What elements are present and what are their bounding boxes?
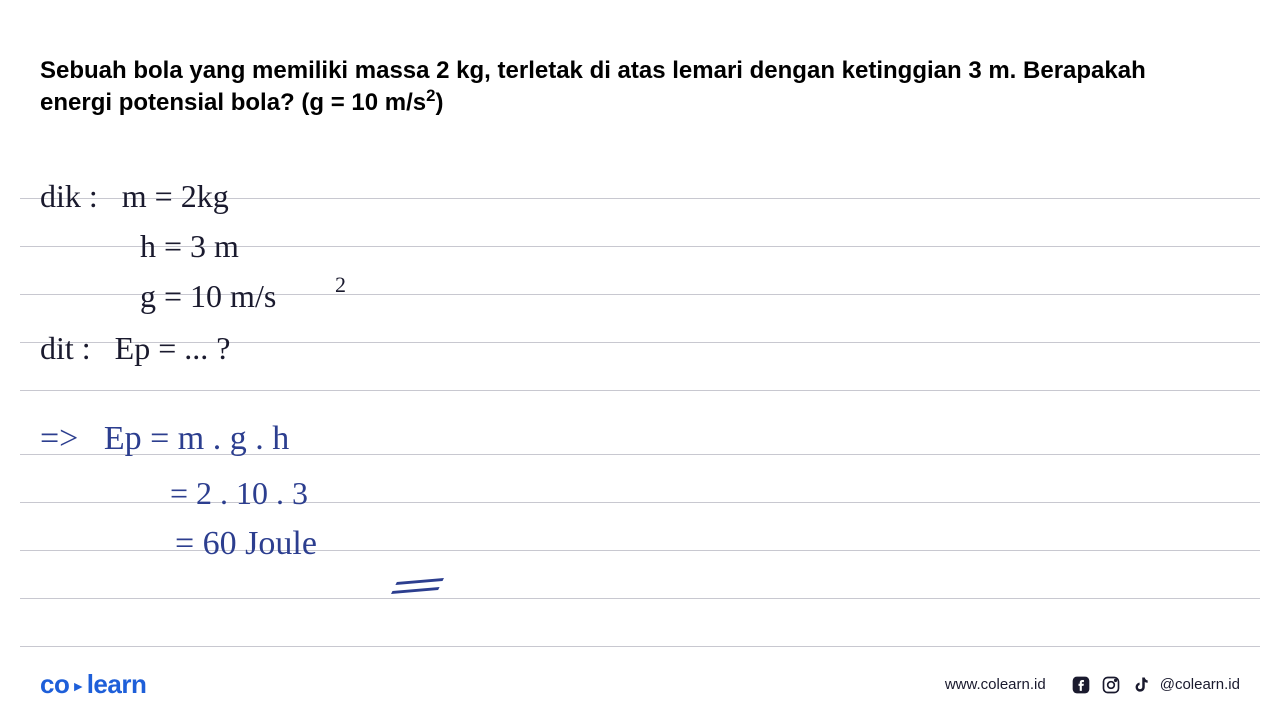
dit-label: dit : xyxy=(40,330,91,366)
dik-label: dik : xyxy=(40,178,98,214)
tiktok-icon[interactable] xyxy=(1130,674,1152,696)
logo-part2: learn xyxy=(87,669,147,699)
question-line2-prefix: energi potensial bola? (g = 10 m/s xyxy=(40,89,426,116)
ruled-line xyxy=(20,646,1260,647)
facebook-icon[interactable] xyxy=(1070,674,1092,696)
website-link[interactable]: www.colearn.id xyxy=(945,676,1046,693)
footer-bar: co►learn www.colearn.id @colearn.id xyxy=(40,669,1240,700)
question-block: Sebuah bola yang memiliki massa 2 kg, te… xyxy=(0,0,1280,140)
social-handle[interactable]: @colearn.id xyxy=(1160,676,1240,693)
question-line1: Sebuah bola yang memiliki massa 2 kg, te… xyxy=(40,57,1146,84)
brand-logo: co►learn xyxy=(40,669,146,700)
handwriting-dik: dik : m = 2kg xyxy=(40,178,229,215)
handwriting-calc: = 2 . 10 . 3 xyxy=(170,475,308,512)
question-line2-suffix: ) xyxy=(435,89,443,116)
ruled-line xyxy=(20,390,1260,391)
handwriting-height: h = 3 m xyxy=(140,228,239,265)
question-text: Sebuah bola yang memiliki massa 2 kg, te… xyxy=(40,55,1240,120)
handwriting-dit: dit : Ep = ... ? xyxy=(40,330,230,367)
footer-right-group: www.colearn.id @colearn.id xyxy=(945,674,1240,696)
instagram-icon[interactable] xyxy=(1100,674,1122,696)
logo-dot-icon: ► xyxy=(69,678,86,694)
handwriting-formula: => Ep = m . g . h xyxy=(40,420,289,458)
formula-text: Ep = m . g . h xyxy=(104,420,289,457)
handwriting-gravity-sup: 2 xyxy=(335,272,346,298)
ruled-line xyxy=(20,598,1260,599)
arrow-symbol: => xyxy=(40,420,78,457)
handwriting-gravity: g = 10 m/s xyxy=(140,278,276,315)
mass-value: m = 2kg xyxy=(122,178,229,214)
logo-part1: co xyxy=(40,669,69,699)
social-icons-group: @colearn.id xyxy=(1070,674,1240,696)
dit-value: Ep = ... ? xyxy=(115,330,231,366)
handwriting-result: = 60 Joule xyxy=(175,525,317,563)
